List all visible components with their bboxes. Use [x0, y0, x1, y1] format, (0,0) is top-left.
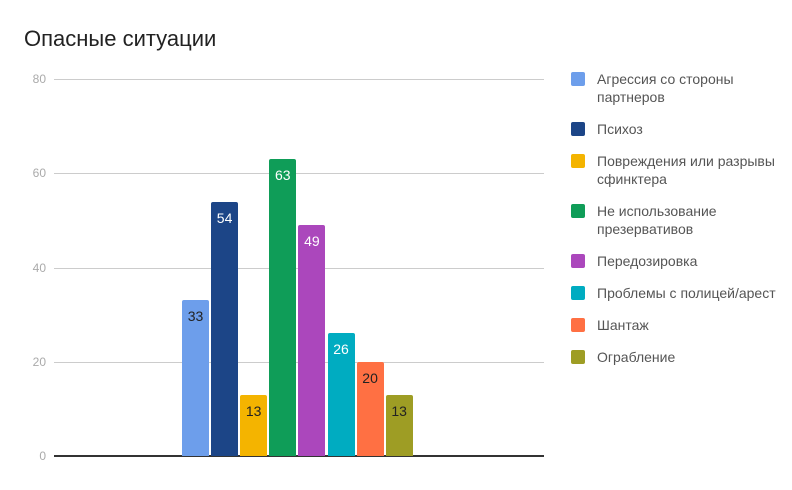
y-tick-label: 20 [32, 354, 46, 369]
bar-value-label: 54 [216, 209, 233, 226]
legend-label: Ограбление [597, 349, 676, 365]
bar[interactable]: 26 [327, 333, 355, 456]
legend-swatch-icon [571, 286, 585, 300]
gridline [54, 455, 544, 457]
legend-label: Психоз [597, 121, 643, 137]
bar-value-label: 13 [391, 402, 407, 419]
bar-value-label: 49 [304, 233, 320, 250]
bar[interactable]: 13 [240, 394, 268, 456]
bar-value-label: 20 [362, 369, 378, 386]
legend-label: Проблемы с полицей/арест [597, 285, 776, 301]
legend-swatch-icon [571, 204, 585, 218]
bar[interactable]: 13 [385, 394, 413, 456]
legend-swatch-icon [571, 154, 585, 168]
legend-swatch-icon [571, 350, 585, 364]
legend-swatch-icon [571, 72, 585, 86]
legend-label: Повреждения или разрывы сфинктера [597, 153, 775, 187]
legend-item[interactable]: Психоз [570, 120, 780, 138]
legend-label: Передозировка [597, 253, 698, 269]
legend-item[interactable]: Повреждения или разрывы сфинктера [570, 152, 780, 188]
bar-value-label: 13 [245, 402, 262, 419]
legend-label: Шантаж [597, 317, 649, 333]
chart-title: Опасные ситуации [24, 26, 217, 51]
legend-swatch-icon [571, 318, 585, 332]
legend: Агрессия со стороны партнеров Психоз Повре… [570, 70, 780, 380]
gridline [54, 79, 544, 80]
bar-value-label: 33 [187, 308, 204, 325]
bar-value-label: 26 [333, 341, 349, 358]
y-tick-label: 0 [39, 449, 46, 463]
y-tick-label: 40 [32, 260, 46, 275]
legend-item[interactable]: Проблемы с полицей/арест [570, 284, 780, 302]
bar[interactable]: 33 [182, 300, 209, 456]
gridline [54, 173, 544, 175]
bar-value-label: 63 [275, 167, 291, 184]
legend-swatch-icon [571, 122, 585, 136]
y-tick-label: 60 [32, 166, 46, 181]
legend-item[interactable]: Ограбление [570, 348, 780, 366]
bar[interactable]: 63 [269, 159, 297, 456]
legend-item[interactable]: Не использование презервативов [570, 202, 780, 238]
y-tick-label: 80 [32, 72, 46, 86]
legend-item[interactable]: Шантаж [570, 316, 780, 334]
legend-label: Не использование презервативов [597, 203, 717, 237]
legend-item[interactable]: Передозировка [570, 252, 780, 270]
bar[interactable]: 54 [211, 201, 239, 456]
legend-label: Агрессия со стороны партнеров [597, 71, 734, 105]
legend-swatch-icon [571, 254, 585, 268]
bar[interactable]: 49 [298, 225, 326, 456]
bar[interactable]: 20 [356, 361, 384, 456]
legend-item[interactable]: Агрессия со стороны партнеров [570, 70, 780, 106]
